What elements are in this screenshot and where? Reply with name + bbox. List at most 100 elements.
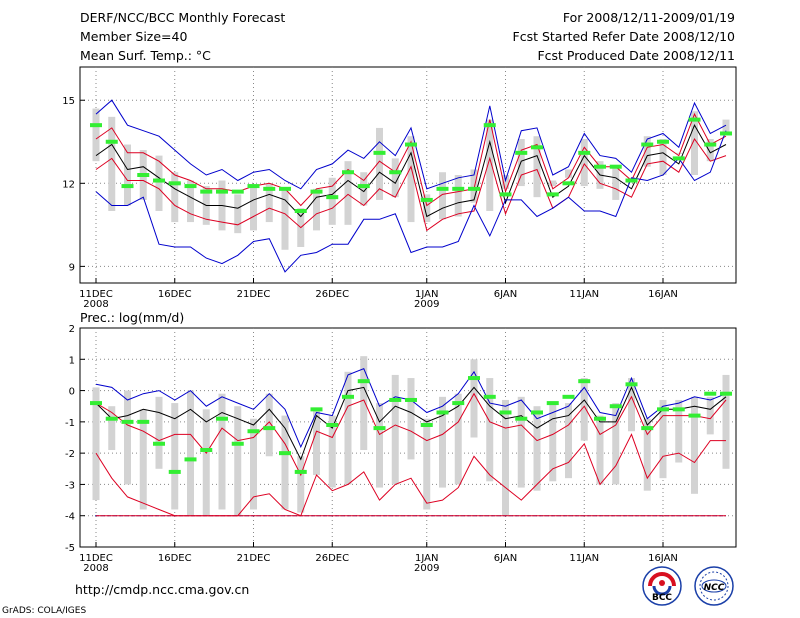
temp-range-bar	[108, 116, 116, 211]
precip-median-marker	[405, 397, 417, 402]
temp-range-bar	[439, 172, 446, 220]
temp-range-bar	[486, 119, 494, 211]
temp-range-bar	[470, 169, 478, 203]
precip-range-bar	[675, 399, 683, 463]
precip-xtick-label: 16JAN	[648, 553, 678, 564]
precip-median-marker	[389, 397, 402, 402]
temp-median-marker	[452, 186, 465, 191]
temp-median-marker	[609, 164, 622, 169]
temp-range-bar	[549, 180, 557, 187]
temp-range-bar	[92, 108, 100, 162]
precip-range-bar	[108, 406, 116, 451]
precip-median-marker	[452, 401, 465, 406]
temp-range-bar	[155, 155, 163, 211]
temp-range-bar	[376, 127, 383, 200]
temp-range-bar	[691, 111, 698, 175]
precip-median-marker	[704, 391, 717, 396]
temp-median-marker	[578, 150, 591, 155]
variable-label: Mean Surf. Temp.: °C	[80, 48, 211, 63]
temp-median-marker	[436, 186, 449, 191]
temp-range-bar	[328, 177, 336, 225]
precip-range-bar	[139, 409, 147, 510]
temp-range-bar	[659, 139, 667, 175]
temp-median-marker	[641, 142, 654, 147]
temp-median-marker	[310, 189, 323, 194]
temp-series-mean	[95, 124, 727, 218]
precip-ytick-label: -5	[65, 543, 75, 554]
precip-range-bar	[407, 378, 415, 460]
temp-median-marker	[168, 181, 181, 186]
precip-median-marker	[657, 407, 669, 412]
precip-range-bar	[344, 371, 352, 485]
precip-median-marker	[326, 422, 339, 427]
precip-median-marker	[121, 419, 134, 424]
temp-median-marker	[546, 192, 559, 197]
temp-range-bar	[580, 139, 588, 187]
temp-range-bar	[250, 186, 257, 231]
precip-median-marker	[625, 382, 638, 387]
precip-range-bar	[549, 403, 557, 482]
precip-median-marker	[294, 469, 307, 474]
temp-range-bar	[722, 119, 730, 134]
temp-median-marker	[389, 170, 402, 175]
member-size: Member Size=40	[80, 29, 187, 44]
precip-median-marker	[373, 426, 386, 431]
precip-median-marker	[546, 401, 559, 406]
source-url[interactable]: http://cmdp.ncc.cma.gov.cn	[75, 582, 249, 597]
precip-median-marker	[263, 426, 276, 431]
precip-range-bar	[328, 415, 336, 488]
precip-range-bar	[250, 418, 257, 510]
precip-range-bar	[659, 399, 667, 479]
precip-range-bar	[439, 396, 446, 488]
temp-median-marker	[483, 123, 496, 128]
temp-xtick-year: 2009	[414, 299, 439, 310]
temp-series-lower	[95, 138, 727, 232]
precip-median-marker	[578, 379, 591, 384]
precip-xtick-label: 11JAN	[569, 553, 599, 564]
refer-date: Fcst Started Refer Date 2008/12/10	[513, 29, 736, 44]
precip-range-bar	[391, 374, 399, 485]
temp-series-max	[95, 99, 727, 190]
precip-median-marker	[310, 407, 323, 412]
precip-xtick-label: 1JAN	[415, 553, 438, 564]
ncc-logo: NCC	[694, 566, 734, 606]
temp-median-marker	[373, 150, 386, 155]
temp-range-bar	[565, 169, 572, 178]
temp-series-min	[95, 130, 727, 273]
temp-median-marker	[279, 186, 291, 191]
produced-date: Fcst Produced Date 2008/12/11	[537, 48, 735, 63]
temp-range-bar	[171, 172, 179, 223]
precip-median-marker	[688, 413, 701, 418]
precip-range-bar	[265, 393, 273, 457]
temp-median-marker	[90, 123, 102, 128]
precip-range-bar	[92, 387, 100, 501]
precip-ytick-label: 2	[69, 324, 75, 335]
temp-range-bar	[187, 180, 194, 223]
temp-range-bar	[391, 158, 399, 198]
precip-median-marker	[200, 448, 213, 453]
temp-median-marker	[200, 189, 213, 194]
bcc-logo-text: BCC	[652, 593, 672, 603]
precip-range-bar	[706, 396, 714, 435]
precip-xtick-label: 6JAN	[494, 553, 517, 564]
temp-range-bar	[265, 183, 273, 223]
precip-median-marker	[153, 441, 165, 446]
temp-range-bar	[234, 194, 242, 234]
temp-median-marker	[468, 186, 480, 191]
precip-range-bar	[234, 406, 242, 516]
precip-panel-frame	[79, 327, 737, 548]
precip-range-bar	[596, 415, 604, 485]
temp-median-marker	[594, 164, 606, 169]
precip-median-marker	[357, 379, 370, 384]
precip-range-bar	[580, 378, 588, 441]
temp-series-upper	[95, 112, 727, 207]
precip-ytick-label: 0	[69, 387, 75, 398]
temp-median-marker	[263, 186, 276, 191]
precip-xtick-label: 11DEC	[79, 553, 113, 564]
temp-ytick-label: 15	[62, 96, 75, 107]
precip-series-mean	[95, 386, 727, 461]
precip-median-marker	[499, 410, 512, 415]
precip-range-bar	[297, 456, 305, 513]
precip-xtick-label: 26DEC	[315, 553, 349, 564]
